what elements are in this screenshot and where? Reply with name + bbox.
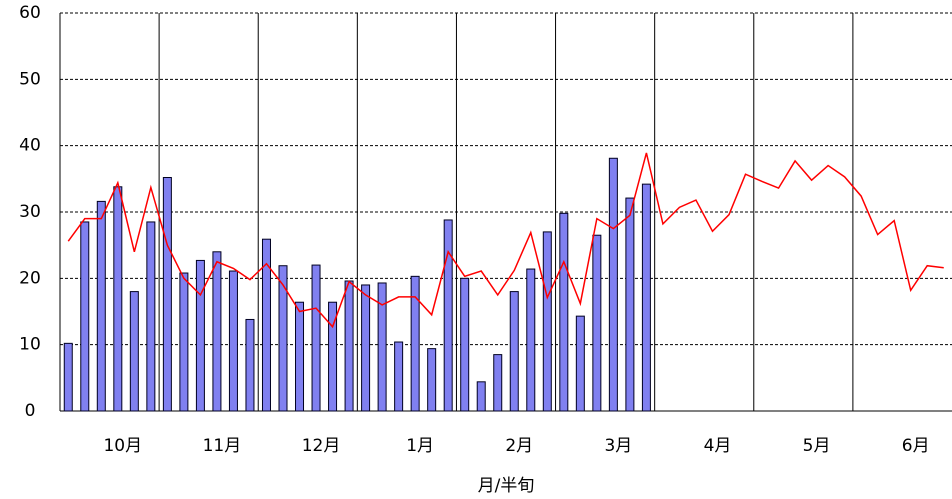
- bar: [608, 157, 618, 412]
- bar: [427, 348, 437, 412]
- x-tick-label: 10月: [103, 436, 142, 456]
- bar: [261, 238, 271, 412]
- y-tick-label: 50: [19, 69, 41, 89]
- x-tick-label: 12月: [302, 436, 341, 456]
- bar: [63, 342, 73, 412]
- y-tick-label: 10: [19, 335, 41, 355]
- bar: [328, 301, 338, 412]
- bar: [443, 219, 453, 412]
- bar: [344, 280, 354, 412]
- bar: [295, 301, 305, 412]
- bar: [179, 272, 189, 412]
- bar: [509, 291, 519, 412]
- bar: [526, 268, 536, 412]
- x-tick-label: 3月: [604, 436, 632, 456]
- x-tick-label: 2月: [505, 436, 533, 456]
- bar: [625, 197, 635, 412]
- bar: [113, 186, 123, 412]
- x-tick-label: 6月: [902, 436, 930, 456]
- bar: [542, 231, 552, 412]
- y-tick-label: 30: [19, 202, 41, 222]
- bar: [559, 212, 569, 412]
- bar: [592, 234, 602, 412]
- bar: [377, 282, 387, 412]
- bar: [228, 270, 238, 412]
- x-tick-label: 4月: [704, 436, 732, 456]
- bar: [493, 354, 503, 412]
- x-axis-label: 月/半旬: [478, 476, 535, 496]
- bar: [146, 221, 156, 412]
- bar: [129, 291, 139, 412]
- y-tick-label: 40: [19, 136, 41, 156]
- bar: [410, 275, 420, 412]
- x-tick-label: 1月: [406, 436, 434, 456]
- bar: [96, 200, 106, 412]
- bar: [575, 315, 585, 412]
- bar: [278, 265, 288, 412]
- bar: [641, 183, 651, 412]
- y-tick-label: 60: [19, 3, 41, 23]
- bar: [245, 318, 255, 412]
- x-tick-label: 11月: [203, 436, 242, 456]
- y-tick-label: 0: [25, 401, 36, 421]
- bar: [80, 221, 90, 412]
- line: [67, 152, 944, 329]
- bar: [476, 381, 486, 412]
- bar: [311, 264, 321, 412]
- bar: [195, 259, 205, 412]
- bar: [212, 251, 222, 412]
- bar: [162, 177, 172, 412]
- bar: [460, 277, 470, 412]
- bar: [361, 284, 371, 412]
- bar: [394, 341, 404, 412]
- y-tick-label: 20: [19, 268, 41, 288]
- x-tick-label: 5月: [803, 436, 831, 456]
